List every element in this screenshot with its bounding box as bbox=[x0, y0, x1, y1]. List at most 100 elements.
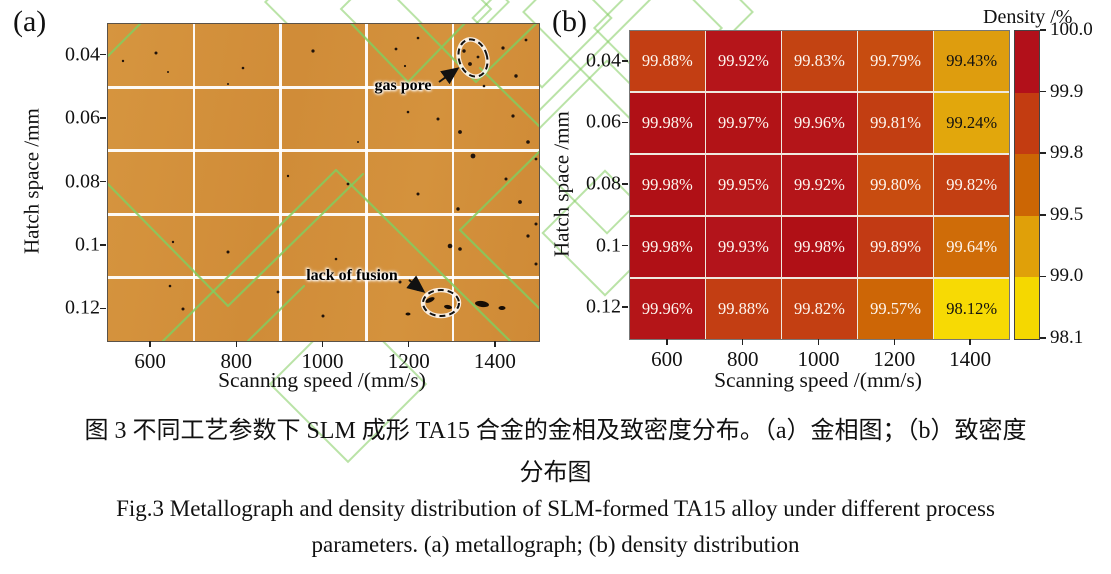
heatmap-cell: 99.80% bbox=[858, 154, 933, 216]
y-tick-label: 0.08 bbox=[65, 170, 100, 192]
metallograph-overlay bbox=[108, 24, 539, 341]
heatmap-cell: 99.98% bbox=[782, 216, 857, 278]
caption-zh-line2: 分布图 bbox=[519, 460, 592, 486]
pore-speck bbox=[227, 83, 229, 85]
heatmap-cell: 99.81% bbox=[858, 92, 933, 154]
pore-speck bbox=[468, 62, 472, 66]
panel-b-label: (b) bbox=[552, 5, 587, 38]
y-tick-mark bbox=[100, 307, 106, 310]
fusion-defect bbox=[425, 297, 435, 303]
x-tick-mark bbox=[969, 339, 971, 345]
pore-speck bbox=[416, 36, 420, 40]
watermark-line bbox=[417, 24, 538, 84]
colorbar-tick-label: 98.1 bbox=[1050, 327, 1084, 348]
pore-speck bbox=[321, 314, 325, 318]
watermark-line bbox=[458, 150, 539, 310]
colorbar-tick-mark bbox=[1040, 152, 1046, 154]
fusion-defect bbox=[498, 306, 506, 310]
pore-speck bbox=[534, 157, 538, 161]
pore-speck bbox=[518, 200, 522, 204]
pore-speck bbox=[406, 110, 410, 114]
y-tick-label: 0.12 bbox=[586, 295, 621, 318]
pore-speck bbox=[286, 174, 290, 178]
pore-speck bbox=[398, 280, 402, 284]
metallograph-image: gas pore lack of fusion bbox=[107, 23, 540, 342]
heatmap-cell: 99.96% bbox=[782, 92, 857, 154]
pore-speck bbox=[416, 192, 420, 196]
pore-speck bbox=[451, 74, 455, 78]
x-tick-mark bbox=[494, 341, 496, 347]
caption-zh-line1: 图 3 不同工艺参数下 SLM 成形 TA15 合金的金相及致密度分布。（a）金… bbox=[84, 418, 1027, 444]
fusion-defect bbox=[444, 304, 452, 310]
colorbar-segment bbox=[1015, 215, 1039, 278]
caption-en-line1: Fig.3 Metallograph and density distribut… bbox=[116, 496, 995, 521]
x-tick-label: 1200 bbox=[873, 347, 916, 371]
y-tick-mark bbox=[100, 244, 106, 246]
x-tick-mark bbox=[407, 341, 410, 347]
heatmap-cell: 99.82% bbox=[782, 278, 857, 339]
pore-speck bbox=[403, 64, 407, 68]
y-tick-label: 0.1 bbox=[75, 233, 100, 256]
heatmap-cell: 99.79% bbox=[858, 31, 933, 92]
caption-en-line2: parameters. (a) metallograph; (b) densit… bbox=[311, 532, 800, 557]
metallograph-gridline bbox=[108, 86, 539, 89]
x-tick-label: 1400 bbox=[473, 349, 516, 373]
colorbar-tick-mark bbox=[1040, 337, 1046, 339]
pore-speck bbox=[470, 153, 476, 159]
y-tick-label: 0.04 bbox=[586, 49, 621, 72]
density-heatmap: 99.88% 99.92% 99.83% 99.79% 99.43% 99.98% 99.9… bbox=[629, 30, 1010, 340]
pore-speck bbox=[458, 130, 462, 134]
x-tick-mark bbox=[321, 341, 324, 347]
watermark-line bbox=[161, 168, 512, 341]
x-tick-mark bbox=[666, 339, 668, 345]
y-tick-label: 0.12 bbox=[65, 296, 100, 319]
heatmap-cell: 99.24% bbox=[934, 92, 1009, 154]
y-tick-label: 0.04 bbox=[65, 43, 100, 66]
watermark-line bbox=[108, 24, 142, 58]
colorbar-tick-label: 99.8 bbox=[1050, 142, 1084, 164]
heatmap-cell: 99.83% bbox=[782, 31, 857, 92]
lack-of-fusion-ellipse bbox=[422, 289, 460, 317]
pore-speck bbox=[334, 257, 338, 261]
y-tick-mark bbox=[622, 244, 628, 247]
pore-speck bbox=[241, 66, 245, 70]
y-tick-mark bbox=[100, 53, 106, 56]
heatmap-cell: 99.88% bbox=[706, 278, 781, 339]
heatmap-cell: 99.98% bbox=[630, 154, 705, 216]
colorbar-tick-label: 100.0 bbox=[1050, 19, 1093, 40]
heatmap-cell: 99.43% bbox=[934, 31, 1009, 92]
x-tick-label: 800 bbox=[220, 349, 253, 373]
colorbar-segment bbox=[1015, 277, 1039, 339]
pore-speck bbox=[534, 262, 538, 266]
pore-speck bbox=[482, 84, 486, 88]
colorbar-tick-mark bbox=[1040, 275, 1046, 278]
x-tick-label: 800 bbox=[726, 347, 759, 371]
colorbar-tick-label: 99.5 bbox=[1050, 203, 1084, 225]
pore-speck bbox=[346, 182, 350, 186]
fusion-defect bbox=[405, 312, 411, 316]
pore-speck bbox=[504, 177, 508, 181]
pore-speck bbox=[171, 240, 175, 244]
lack-of-fusion-annotation: lack of fusion bbox=[306, 267, 398, 284]
lack-of-fusion-arrow bbox=[406, 275, 426, 293]
watermark-line bbox=[350, 24, 466, 84]
y-tick-mark bbox=[622, 183, 628, 185]
x-tick-mark bbox=[893, 339, 896, 345]
x-tick-label: 600 bbox=[134, 349, 166, 373]
pore-speck bbox=[456, 207, 460, 211]
y-tick-label: 0.06 bbox=[586, 110, 621, 133]
heatmap-cell: 99.64% bbox=[934, 216, 1009, 278]
heatmap-cell: 99.92% bbox=[706, 31, 781, 92]
y-tick-mark bbox=[622, 306, 628, 308]
pore-speck bbox=[276, 290, 280, 294]
pore-speck bbox=[311, 49, 315, 53]
heatmap-cell: 99.95% bbox=[706, 154, 781, 216]
metallograph-gridline bbox=[451, 24, 454, 341]
metallograph-gridline bbox=[365, 24, 368, 341]
pore-speck bbox=[447, 243, 453, 249]
colorbar-tick-label: 99.0 bbox=[1050, 265, 1084, 287]
watermark-line bbox=[478, 66, 539, 128]
heatmap-cell: 99.89% bbox=[858, 216, 933, 278]
colorbar-title: Density /% bbox=[983, 6, 1073, 28]
